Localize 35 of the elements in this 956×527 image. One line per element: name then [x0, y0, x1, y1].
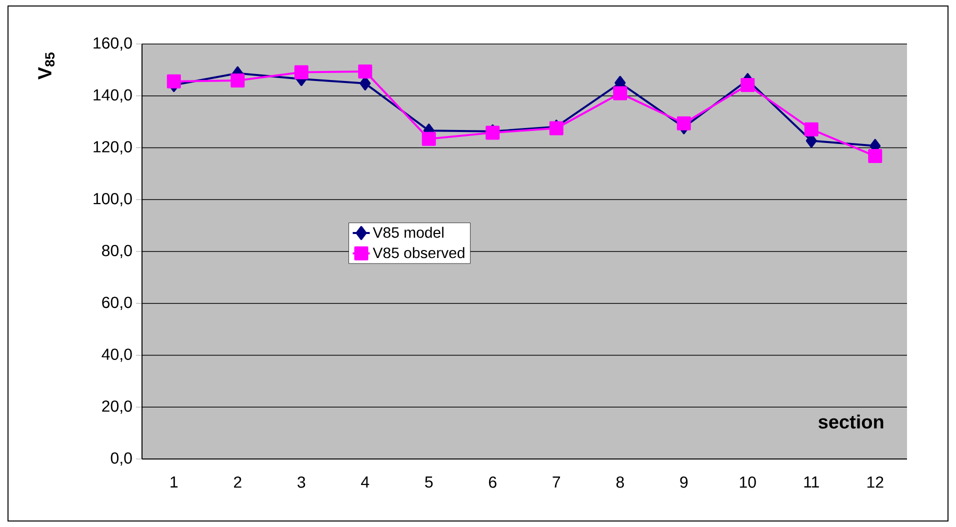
point [358, 64, 372, 78]
y-axis-title: V$_{85}$ [38, 52, 55, 80]
y-tick-label: 160,0 [94, 37, 132, 51]
x-tick-label: 4 [361, 476, 370, 488]
point [676, 116, 691, 130]
legend-label: V85 observed [372, 247, 464, 258]
point [804, 122, 818, 136]
point [230, 74, 245, 88]
x-tick-label: 11 [804, 476, 819, 488]
x-tick-label: 12 [867, 476, 884, 488]
point [166, 74, 181, 88]
legend-label: V85 model [372, 226, 444, 238]
y-tick-label: 100,0 [94, 193, 132, 206]
x-tick-label: 5 [425, 476, 433, 488]
x-tick-label: 9 [680, 476, 688, 488]
y-tick-label: 60,0 [102, 296, 132, 310]
point [613, 86, 628, 100]
y-tick-label: 80,0 [102, 244, 132, 258]
point [740, 78, 755, 92]
x-tick-label: 2 [234, 476, 242, 488]
point [294, 65, 308, 80]
y-tick-label: 40,0 [102, 348, 132, 362]
x-tick-label: 8 [616, 476, 624, 488]
x-tick-label: 1 [170, 476, 178, 488]
x-axis-title: section [818, 414, 884, 429]
point [868, 149, 882, 164]
y-tick-label: 140,0 [94, 89, 132, 102]
y-tick-label: 120,0 [94, 141, 132, 154]
point [422, 132, 436, 146]
y-tick-label: 0,0 [110, 452, 132, 466]
x-tick-label: 10 [740, 476, 756, 488]
x-tick-label: 3 [298, 476, 306, 488]
x-tick-label: 7 [552, 476, 560, 488]
y-tick-label: 20,0 [102, 400, 132, 414]
x-tick-label: 6 [489, 476, 496, 488]
